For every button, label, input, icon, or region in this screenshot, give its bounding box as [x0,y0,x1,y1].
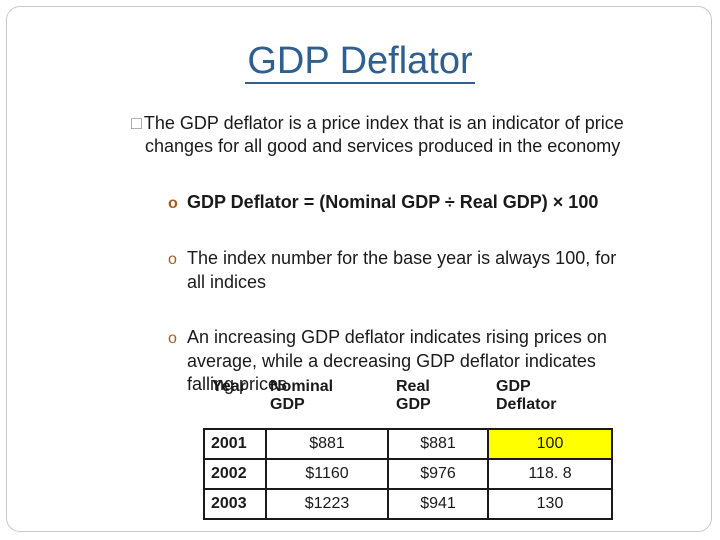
sub-bullet-marker-icon: o [168,195,178,212]
cell-real: $881 [387,428,489,460]
slide-title: GDP Deflator [245,40,475,84]
sub-bullet-formula: o GDP Deflator = (Nominal GDP ÷ Real GDP)… [168,191,598,215]
gdp-table: Year Nominal GDP Real GDP GDP Deflator 2001… [203,378,613,520]
cell-nominal: $1223 [265,488,389,520]
cell-year: 2002 [203,458,267,490]
sub-bullet-base-year: o The index number for the base year is a… [168,247,616,294]
table-header-row: Year Nominal GDP Real GDP GDP Deflator [204,378,612,430]
cell-deflator: 118. 8 [487,458,613,490]
cell-year: 2001 [203,428,267,460]
sub-bullet-marker-icon: o [168,251,177,268]
sub-bullet-text: all indices [187,272,267,292]
slide-frame [6,6,712,532]
sub-bullet-text: GDP Deflator = (Nominal GDP ÷ Real GDP) … [187,192,599,212]
main-bullet-line2: changes for all good and services produc… [145,136,621,156]
sub-bullet-text: An increasing GDP deflator indicates ris… [187,327,607,347]
main-bullet-line1: The GDP deflator is a price index that i… [143,113,624,133]
header-gdp-deflator: GDP Deflator [488,378,612,430]
cell-real: $941 [387,488,489,520]
bullet-box-icon: □ [131,113,142,133]
cell-real: $976 [387,458,489,490]
header-real-gdp: Real GDP [388,378,488,430]
sub-bullet-marker-icon: o [168,330,177,347]
cell-deflator: 130 [487,488,613,520]
table-row: 2002 $1160 $976 118. 8 [203,458,613,490]
cell-year: 2003 [203,488,267,520]
cell-deflator-highlighted: 100 [487,428,613,460]
cell-nominal: $881 [265,428,389,460]
header-year: Year [204,378,266,430]
table-row: 2001 $881 $881 100 [203,428,613,460]
table-row: 2003 $1223 $941 130 [203,488,613,520]
main-bullet: □ The GDP deflator is a price index that … [131,112,701,158]
sub-bullet-text: The index number for the base year is al… [187,248,617,268]
cell-nominal: $1160 [265,458,389,490]
sub-bullet-text: average, while a decreasing GDP deflator… [187,351,596,371]
header-nominal-gdp: Nominal GDP [266,378,388,430]
